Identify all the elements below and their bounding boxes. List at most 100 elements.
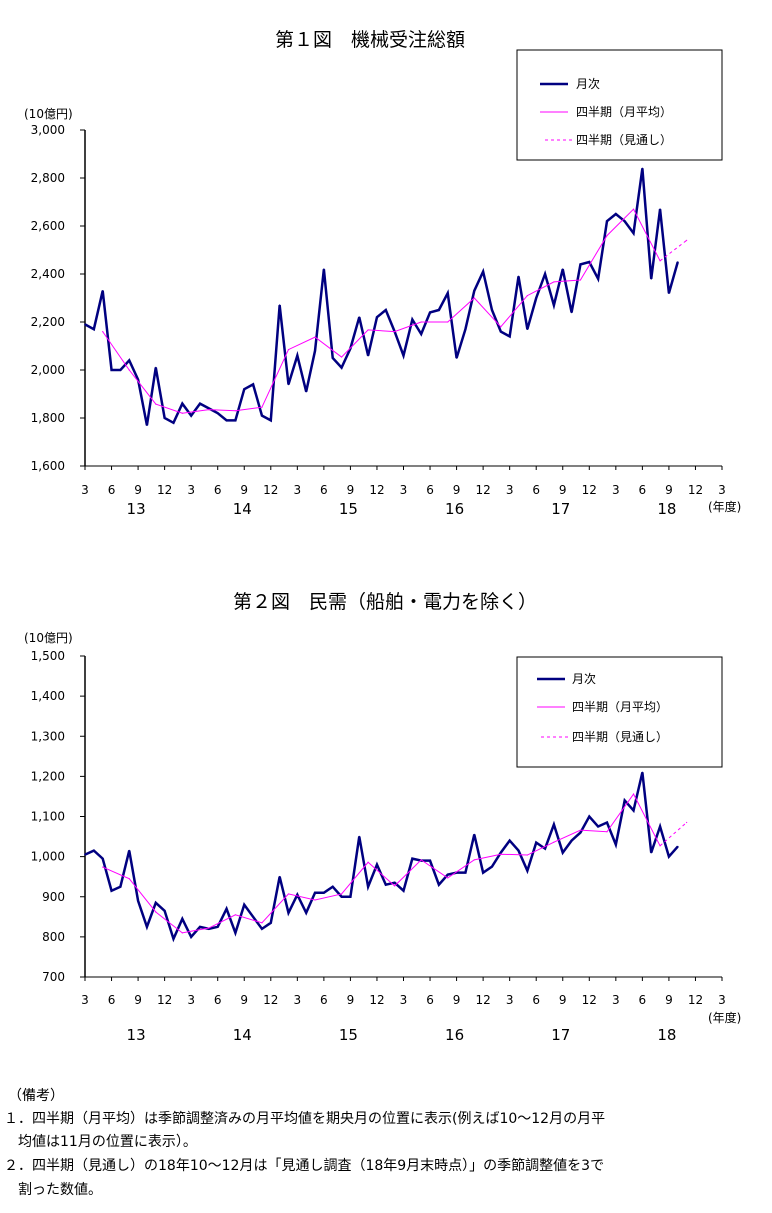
legend-label-forecast: 四半期（見通し） xyxy=(572,730,668,744)
data-point-monthly xyxy=(623,799,626,802)
data-point-monthly xyxy=(508,839,511,842)
data-point-monthly xyxy=(314,350,316,352)
x-tick-label: 3 xyxy=(187,993,195,1007)
data-point-monthly xyxy=(650,851,653,854)
data-point-monthly xyxy=(588,815,591,818)
data-point-monthly xyxy=(137,378,139,381)
chart-title: 第２図 民需（船舶・電力を除く） xyxy=(233,591,537,613)
data-point-monthly xyxy=(535,841,538,844)
data-point-monthly xyxy=(208,407,210,410)
data-point-monthly xyxy=(128,849,131,852)
x-tick-label: 12 xyxy=(157,993,172,1007)
data-point-monthly xyxy=(438,883,440,886)
x-tick-label: 3 xyxy=(294,483,302,497)
data-point-monthly xyxy=(181,402,184,405)
data-point-monthly xyxy=(411,857,414,860)
legend: 月次 四半期（月平均） 四半期（見通し） xyxy=(516,656,723,768)
x-year-label: 18 xyxy=(657,500,676,518)
data-point-monthly xyxy=(429,311,431,314)
data-point-monthly xyxy=(314,891,316,894)
data-point-quarterly xyxy=(579,829,582,831)
data-point-monthly xyxy=(101,857,104,860)
x-year-label: 14 xyxy=(233,500,252,518)
y-tick-label: 700 xyxy=(42,970,65,984)
x-tick-label: 3 xyxy=(400,993,408,1007)
data-point-monthly xyxy=(438,309,440,311)
notes-heading: （備考） xyxy=(8,1088,64,1104)
data-point-monthly xyxy=(172,422,175,424)
data-point-monthly xyxy=(402,354,405,357)
data-point-monthly xyxy=(243,903,246,906)
data-point-monthly xyxy=(93,849,95,852)
data-point-quarterly xyxy=(553,841,555,843)
data-point-monthly xyxy=(84,853,86,856)
legend-label-quarterly: 四半期（月平均） xyxy=(576,105,672,119)
data-point-quarterly xyxy=(234,914,237,916)
x-tick-label: 6 xyxy=(214,483,222,497)
note-line: 均値は11月の位置に表示）。 xyxy=(4,1134,197,1150)
x-tick-label: 12 xyxy=(475,993,490,1007)
data-point-quarterly xyxy=(367,329,369,331)
data-point-quarterly xyxy=(128,878,130,880)
data-point-monthly xyxy=(385,309,387,311)
x-tick-label: 6 xyxy=(426,483,434,497)
x-year-label: 17 xyxy=(551,500,570,518)
data-point-monthly xyxy=(296,354,299,357)
data-point-quarterly xyxy=(526,295,528,297)
data-point-monthly xyxy=(473,833,476,836)
note-line: ２．四半期（見通し）の18年10～12月は「見通し調査（18年9月末時点）」の季… xyxy=(4,1157,604,1174)
data-point-monthly xyxy=(517,849,520,852)
axes: 700 800 900 1,000 1,100 1,200 1,300 1,400 1,500 3… xyxy=(31,649,726,1044)
data-point-monthly xyxy=(659,825,661,828)
data-point-monthly xyxy=(570,839,573,842)
data-point-monthly xyxy=(172,938,175,940)
data-point-forecast xyxy=(659,845,661,847)
data-point-monthly xyxy=(420,333,422,335)
x-year-label: 17 xyxy=(551,1026,570,1044)
x-tick-label: 3 xyxy=(81,483,89,497)
data-point-monthly xyxy=(199,926,201,928)
data-point-monthly xyxy=(597,825,599,828)
data-point-quarterly xyxy=(579,279,582,281)
data-point-monthly xyxy=(261,414,263,417)
data-point-monthly xyxy=(535,297,538,299)
y-tick-label: 900 xyxy=(42,890,65,904)
data-point-quarterly xyxy=(128,369,130,371)
data-point-monthly xyxy=(597,278,599,280)
y-axis-unit-label: (10億円) xyxy=(24,107,73,121)
y-tick-label: 1,500 xyxy=(31,649,65,663)
data-point-monthly xyxy=(146,424,148,427)
x-tick-label: 6 xyxy=(108,483,116,497)
x-tick-label: 6 xyxy=(320,993,328,1007)
x-tick-label: 3 xyxy=(400,483,408,497)
x-tick-label: 6 xyxy=(108,993,116,1007)
data-point-monthly xyxy=(553,304,555,307)
data-point-monthly xyxy=(296,893,299,896)
x-year-label: 13 xyxy=(127,1026,146,1044)
x-tick-label: 12 xyxy=(369,993,384,1007)
x-tick-label: 6 xyxy=(639,993,647,1007)
data-point-monthly xyxy=(190,414,192,417)
data-point-monthly xyxy=(323,268,325,271)
data-point-quarterly xyxy=(287,349,290,351)
x-tick-label: 3 xyxy=(294,993,302,1007)
data-point-monthly xyxy=(119,885,122,888)
data-point-monthly xyxy=(163,909,166,912)
data-point-monthly xyxy=(570,311,573,314)
data-point-quarterly xyxy=(500,853,502,855)
data-point-monthly xyxy=(163,417,166,419)
chart-title: 第１図 機械受注総額 xyxy=(275,29,465,51)
data-point-monthly xyxy=(367,885,369,888)
data-point-monthly xyxy=(225,907,228,910)
x-tick-label: 12 xyxy=(582,993,597,1007)
data-point-monthly xyxy=(517,275,520,278)
data-point-quarterly xyxy=(606,831,608,833)
series-line-monthly xyxy=(84,168,679,426)
data-point-quarterly xyxy=(473,297,475,299)
legend-label-monthly: 月次 xyxy=(572,672,596,686)
data-point-monthly xyxy=(349,895,352,898)
data-point-quarterly xyxy=(447,877,449,879)
data-point-monthly xyxy=(561,268,564,271)
data-point-monthly xyxy=(252,916,254,918)
x-tick-label: 9 xyxy=(240,993,248,1007)
